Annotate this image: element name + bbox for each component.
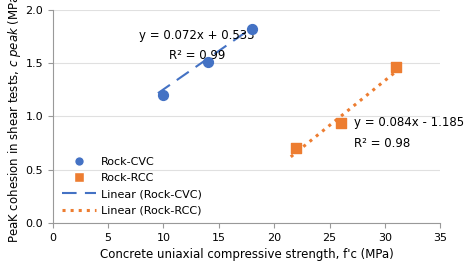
Point (392, 65, 400, 69)
Text: R² = 0.98: R² = 0.98 (354, 137, 410, 150)
Y-axis label: PeaK cohesion in shear tests, $c$ $peak$ (MPa): PeaK cohesion in shear tests, $c$ $peak$… (6, 0, 23, 243)
Text: y = 0.072x + 0.533: y = 0.072x + 0.533 (139, 29, 255, 42)
Text: R² = 0.99: R² = 0.99 (168, 49, 225, 62)
Point (204, 60, 211, 64)
Point (160, 93, 167, 97)
Point (248, 27, 256, 31)
Point (292, 146, 300, 151)
X-axis label: Concrete uniaxial compressive strength, f'c (MPa): Concrete uniaxial compressive strength, … (100, 249, 393, 261)
Text: y = 0.084x - 1.185: y = 0.084x - 1.185 (354, 116, 464, 129)
Point (337, 121, 345, 125)
Legend: Rock-CVC, Rock-RCC, Linear (Rock-CVC), Linear (Rock-RCC): Rock-CVC, Rock-RCC, Linear (Rock-CVC), L… (62, 157, 202, 215)
